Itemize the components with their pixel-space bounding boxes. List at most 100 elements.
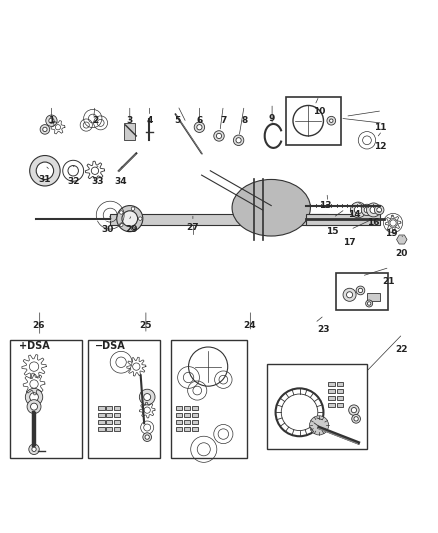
Circle shape — [145, 435, 149, 439]
Bar — [337, 403, 343, 407]
Text: 31: 31 — [39, 175, 51, 184]
Circle shape — [32, 447, 36, 451]
Circle shape — [343, 288, 356, 301]
Circle shape — [361, 204, 373, 215]
Text: 34: 34 — [115, 177, 127, 186]
Bar — [267, 365, 367, 449]
Text: 22: 22 — [396, 345, 408, 354]
Circle shape — [117, 206, 143, 232]
Bar — [99, 419, 105, 424]
Bar — [106, 419, 113, 424]
Bar — [114, 406, 120, 410]
Circle shape — [367, 203, 381, 217]
Text: 16: 16 — [367, 219, 380, 228]
Bar — [99, 426, 105, 431]
Bar — [191, 426, 198, 431]
Text: 8: 8 — [241, 116, 247, 125]
Bar — [176, 426, 182, 431]
Circle shape — [31, 403, 38, 410]
Circle shape — [349, 405, 359, 415]
Circle shape — [40, 125, 49, 134]
Circle shape — [27, 400, 41, 414]
Bar — [99, 406, 105, 410]
Text: 7: 7 — [220, 116, 226, 125]
Circle shape — [194, 122, 205, 133]
Text: 5: 5 — [174, 116, 181, 125]
Bar — [176, 406, 182, 410]
Circle shape — [352, 415, 360, 423]
Circle shape — [122, 211, 138, 227]
Text: 4: 4 — [146, 116, 152, 125]
Text: 27: 27 — [187, 223, 199, 232]
Bar — [328, 396, 335, 400]
Bar — [114, 419, 120, 424]
Circle shape — [370, 206, 377, 213]
Circle shape — [36, 162, 53, 180]
Bar — [367, 293, 380, 301]
Text: 17: 17 — [343, 238, 356, 247]
Bar — [10, 341, 82, 458]
Polygon shape — [396, 235, 407, 244]
Text: 20: 20 — [396, 249, 408, 258]
Text: 25: 25 — [139, 321, 151, 330]
Bar — [306, 214, 380, 225]
Text: 12: 12 — [374, 142, 386, 151]
Bar — [106, 426, 113, 431]
Circle shape — [216, 133, 222, 139]
Text: −DSA: −DSA — [95, 341, 126, 351]
Bar — [99, 413, 105, 417]
Bar — [337, 396, 343, 400]
Bar — [176, 413, 182, 417]
Circle shape — [131, 227, 135, 230]
Circle shape — [49, 118, 54, 123]
Circle shape — [46, 115, 57, 126]
Circle shape — [120, 223, 123, 227]
Circle shape — [356, 286, 365, 295]
Text: 3: 3 — [127, 116, 133, 125]
Ellipse shape — [232, 180, 311, 236]
Circle shape — [30, 393, 39, 401]
Text: 19: 19 — [385, 229, 397, 238]
Circle shape — [143, 433, 152, 441]
Circle shape — [354, 206, 362, 214]
Text: 15: 15 — [326, 227, 339, 236]
Circle shape — [310, 416, 328, 435]
Bar — [184, 426, 190, 431]
Circle shape — [329, 119, 333, 123]
Text: 33: 33 — [91, 177, 103, 186]
Circle shape — [30, 156, 60, 186]
Bar — [328, 403, 335, 407]
Circle shape — [120, 211, 123, 214]
Circle shape — [346, 292, 353, 298]
Bar — [106, 413, 113, 417]
Text: 9: 9 — [268, 114, 275, 123]
Bar — [184, 413, 190, 417]
Bar — [286, 97, 341, 144]
Text: 24: 24 — [243, 321, 256, 330]
Text: 10: 10 — [313, 108, 325, 117]
Bar — [110, 214, 328, 225]
Bar — [88, 341, 160, 458]
Circle shape — [43, 127, 47, 132]
Circle shape — [366, 300, 373, 307]
Circle shape — [214, 131, 224, 141]
Text: 29: 29 — [126, 225, 138, 234]
Text: 26: 26 — [32, 321, 45, 330]
Circle shape — [351, 408, 357, 413]
Bar — [191, 419, 198, 424]
Bar — [328, 382, 335, 386]
Bar — [171, 341, 247, 458]
Text: 6: 6 — [196, 116, 202, 125]
Circle shape — [350, 202, 366, 218]
Bar — [184, 419, 190, 424]
Bar — [336, 273, 388, 310]
Circle shape — [138, 217, 142, 220]
Bar — [124, 123, 135, 140]
Circle shape — [25, 389, 43, 406]
Text: 2: 2 — [92, 116, 98, 125]
Text: 1: 1 — [48, 116, 55, 125]
Circle shape — [364, 207, 370, 213]
Circle shape — [374, 205, 384, 215]
Circle shape — [358, 288, 363, 293]
Circle shape — [144, 393, 151, 400]
